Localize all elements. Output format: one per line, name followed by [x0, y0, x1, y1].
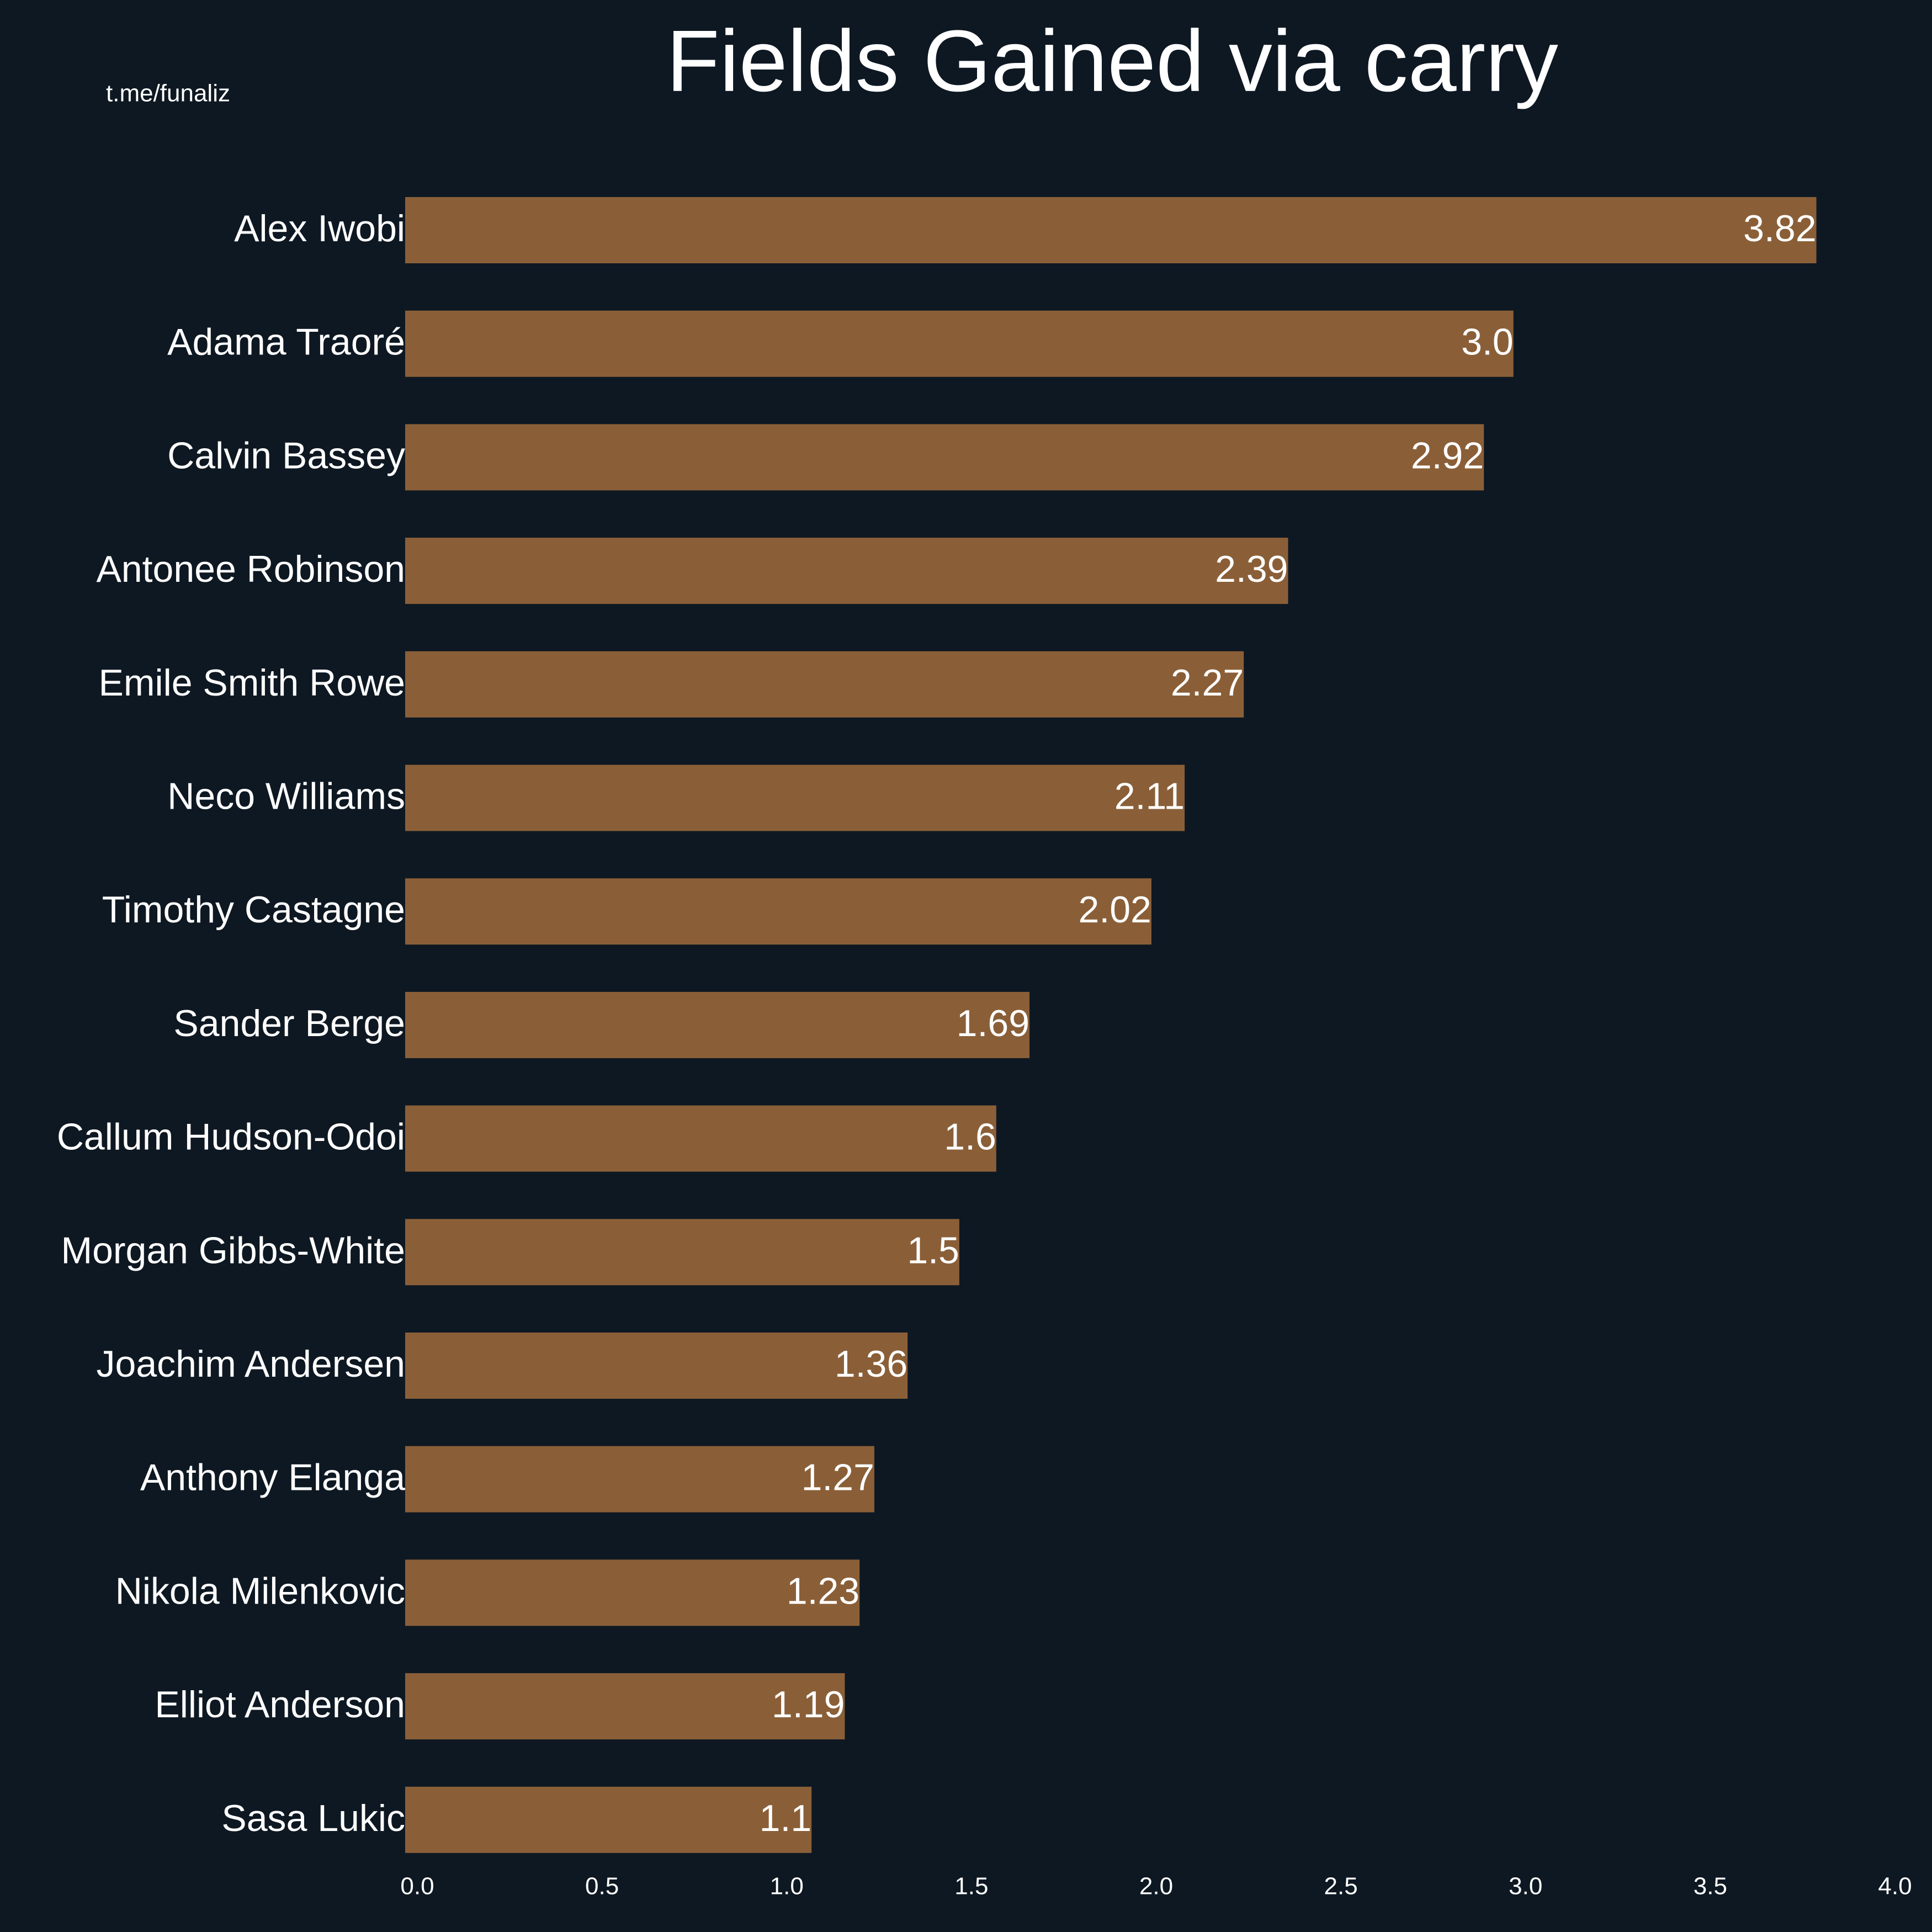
- bar: [405, 1559, 860, 1626]
- value-label: 1.36: [835, 1343, 907, 1385]
- x-tick-label: 1.5: [954, 1873, 988, 1900]
- y-tick-label: Nikola Milenkovic: [115, 1570, 405, 1612]
- value-label: 1.69: [957, 1002, 1029, 1044]
- y-tick-label: Adama Traoré: [167, 321, 405, 363]
- x-tick-label: 2.5: [1324, 1873, 1358, 1900]
- bar: [405, 1446, 874, 1512]
- y-tick-label: Antonee Robinson: [96, 548, 405, 590]
- bar: [405, 1219, 959, 1286]
- value-label: 2.11: [1114, 775, 1185, 817]
- value-label: 2.92: [1411, 434, 1484, 476]
- x-tick-label: 4.0: [1878, 1873, 1912, 1900]
- value-label: 1.19: [772, 1684, 845, 1726]
- value-label: 2.39: [1215, 548, 1288, 590]
- bar: [405, 538, 1288, 604]
- y-tick-label: Calvin Bassey: [167, 434, 405, 476]
- bar: [405, 1786, 812, 1853]
- y-tick-label: Neco Williams: [167, 775, 405, 817]
- y-tick-label: Emile Smith Rowe: [99, 662, 406, 704]
- bar: [405, 310, 1514, 377]
- bar: [405, 1333, 908, 1399]
- value-label: 2.27: [1171, 662, 1244, 704]
- y-tick-label: Alex Iwobi: [234, 208, 405, 250]
- watermark: t.me/funaliz: [106, 80, 230, 107]
- bar: [405, 765, 1185, 831]
- value-label: 3.0: [1461, 321, 1514, 363]
- y-tick-label: Sander Berge: [173, 1002, 405, 1044]
- x-tick-label: 0.5: [585, 1873, 619, 1900]
- x-tick-label: 0.0: [400, 1873, 434, 1900]
- chart-title: Fields Gained via carry: [666, 13, 1558, 110]
- bar: [405, 197, 1817, 263]
- value-label: 1.27: [802, 1457, 874, 1499]
- value-label: 1.6: [944, 1116, 996, 1158]
- y-tick-label: Joachim Andersen: [97, 1343, 405, 1385]
- bar: [405, 424, 1484, 491]
- y-tick-label: Morgan Gibbs-White: [61, 1229, 405, 1271]
- x-tick-label: 2.0: [1139, 1873, 1173, 1900]
- y-tick-label: Callum Hudson-Odoi: [57, 1116, 405, 1158]
- x-tick-label: 3.0: [1509, 1873, 1542, 1900]
- bar: [405, 651, 1244, 718]
- value-label: 3.82: [1743, 208, 1816, 250]
- y-tick-label: Anthony Elanga: [140, 1457, 405, 1499]
- y-tick-label: Timothy Castagne: [102, 889, 405, 931]
- value-label: 1.23: [787, 1570, 859, 1612]
- bar: [405, 991, 1030, 1058]
- value-label: 1.5: [907, 1229, 959, 1271]
- bar: [405, 878, 1151, 945]
- y-tick-label: Sasa Lukic: [221, 1797, 405, 1839]
- x-tick-label: 1.0: [770, 1873, 804, 1900]
- value-label: 1.1: [760, 1797, 812, 1839]
- value-label: 2.02: [1079, 889, 1151, 931]
- bar: [405, 1673, 845, 1740]
- x-tick-label: 3.5: [1694, 1873, 1727, 1900]
- y-tick-label: Elliot Anderson: [155, 1684, 405, 1726]
- bar: [405, 1105, 996, 1172]
